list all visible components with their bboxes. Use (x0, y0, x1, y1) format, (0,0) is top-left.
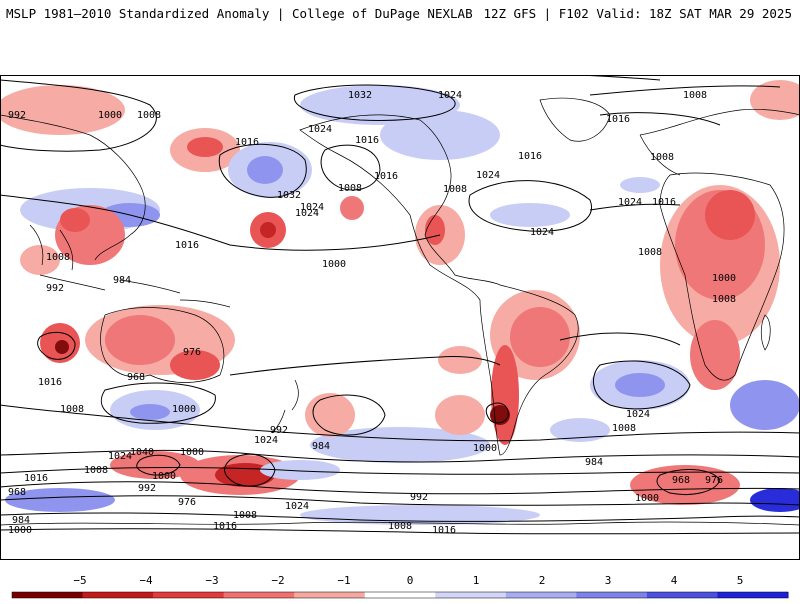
isobar-label: 968 (127, 372, 145, 383)
colorbar-tick-label: 3 (605, 574, 612, 587)
isobar-label: 1008 (683, 90, 707, 101)
colorbar-swatch (364, 592, 436, 598)
colorbar-swatch (153, 592, 225, 598)
isobar-label: 1000 (172, 404, 196, 415)
isobar-label: 1016 (432, 525, 456, 536)
isobar-label: 1024 (530, 227, 554, 238)
map-title: MSLP 1981–2010 Standardized Anomaly | Co… (6, 6, 473, 21)
isobar-label: 1008 (233, 510, 257, 521)
colorbar-tick-label: 4 (671, 574, 678, 587)
isobar-label: 1024 (285, 501, 309, 512)
isobar-label: 992 (138, 483, 156, 494)
colorbar-tick-label: −5 (73, 574, 86, 587)
colorbar-tick-label: −4 (139, 574, 153, 587)
colorbar-tick-label: 5 (737, 574, 744, 587)
isobar-label: 992 (410, 492, 428, 503)
colorbar-swatch (294, 592, 366, 598)
isobar-label: 1000 (98, 110, 122, 121)
colorbar-swatch (223, 592, 295, 598)
colorbar-swatch (82, 592, 154, 598)
isobar-label: 1008 (388, 521, 412, 532)
isobar-label: 1016 (518, 151, 542, 162)
model-valid-time: 12Z GFS | F102 Valid: 18Z SAT MAR 29 202… (483, 6, 792, 21)
isobar-label: 1000 (8, 525, 32, 536)
isobar-label: 1008 (46, 252, 70, 263)
isobar-label: 1016 (606, 114, 630, 125)
isobar-label: 984 (113, 275, 131, 286)
isobar-label: 1008 (712, 294, 736, 305)
coastlines (0, 97, 800, 526)
isobar-label: 1000 (152, 471, 176, 482)
colorbar-tick-label: −2 (271, 574, 284, 587)
colorbar-tick-label: 1 (473, 574, 480, 587)
isobar-label: 976 (705, 475, 723, 486)
isobar-label: 1032 (277, 190, 301, 201)
isobar-label: 1000 (180, 447, 204, 458)
isobar-label: 1008 (443, 184, 467, 195)
header: MSLP 1981–2010 Standardized Anomaly | Co… (0, 0, 800, 28)
isobar-label: 1032 (348, 90, 372, 101)
isobar-label: 984 (312, 441, 330, 452)
isobar-label: 968 (672, 475, 690, 486)
isobar-label: 1016 (374, 171, 398, 182)
isobar-label: 1024 (308, 124, 332, 135)
isobar-label: 1000 (322, 259, 346, 270)
isobar-label: 1016 (175, 240, 199, 251)
isobar-label: 984 (12, 515, 30, 526)
isobar-label: 1000 (473, 443, 497, 454)
isobar-label: 992 (46, 283, 64, 294)
isobar-label: 1008 (137, 110, 161, 121)
isobar-labels: 1016 1032 1024 1008 1000 992 1016 1024 1… (8, 90, 736, 536)
anomaly-shading (0, 80, 800, 525)
colorbar-tick-label: 2 (539, 574, 546, 587)
isobar-label: 1008 (338, 183, 362, 194)
colorbar-tick-label: −3 (205, 574, 218, 587)
isobar-label: 1016 (355, 135, 379, 146)
isobar-label: 1040 (130, 447, 154, 458)
isobar-label: 968 (8, 487, 26, 498)
isobar-label: 1000 (712, 273, 736, 284)
isobar-label: 1008 (60, 404, 84, 415)
colorbar-swatch (646, 592, 718, 598)
isobar-label: 1024 (626, 409, 650, 420)
isobar-label: 1016 (38, 377, 62, 388)
isobar-label: 1024 (438, 90, 462, 101)
colorbar-tick-label: −1 (337, 574, 350, 587)
isobar-label: 984 (585, 457, 603, 468)
isobar-label: 1024 (108, 451, 132, 462)
colorbar-tick-label: 0 (407, 574, 414, 587)
isobar-label: 992 (270, 425, 288, 436)
colorbar-swatch (12, 592, 84, 598)
isobar-label: 992 (8, 110, 26, 121)
isobar-label: 1024 (254, 435, 278, 446)
isobar-label: 1000 (635, 493, 659, 504)
isobar-label: 1024 (476, 170, 500, 181)
colorbar-outline (11, 591, 789, 599)
colorbar-swatch (435, 592, 507, 598)
colorbar-swatch (505, 592, 577, 598)
colorbar: −5 −4 −3 −2 −1 0 1 2 3 4 5 (0, 568, 800, 600)
isobar-label: 1016 (24, 473, 48, 484)
isobar-label: 1024 (300, 202, 324, 213)
isobar-label: 1024 (295, 208, 319, 219)
isobar-label: 976 (178, 497, 196, 508)
isobar-label: 1008 (612, 423, 636, 434)
isobar-label: 1008 (84, 465, 108, 476)
isobar-label: 1016 (235, 137, 259, 148)
isobar-label: 1024 (618, 197, 642, 208)
colorbar-swatches (11, 591, 789, 599)
colorbar-swatch (576, 592, 648, 598)
isobar-label: 1016 (213, 521, 237, 532)
isobar-label: 976 (183, 347, 201, 358)
colorbar-tick-labels: −5 −4 −3 −2 −1 0 1 2 3 4 5 (73, 574, 743, 587)
colorbar-swatch (717, 592, 789, 598)
isobar-label: 1008 (650, 152, 674, 163)
isobar-label: 1016 (652, 197, 676, 208)
isobar-label: 1008 (638, 247, 662, 258)
anomaly-map: 1016 1032 1024 1008 1000 992 1016 1024 1… (0, 75, 800, 560)
